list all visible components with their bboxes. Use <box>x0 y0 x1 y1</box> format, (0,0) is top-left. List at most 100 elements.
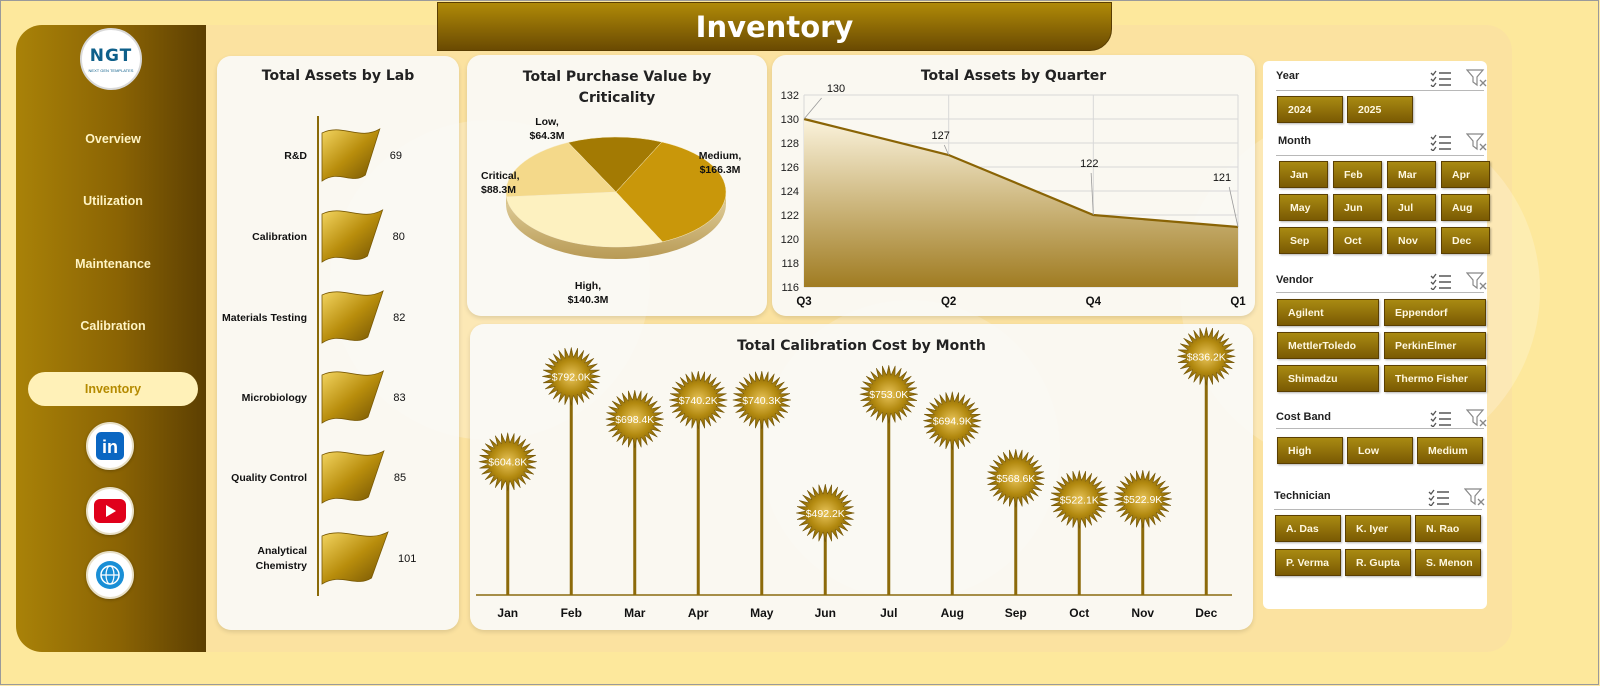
filter-option-vendor[interactable]: Thermo Fisher <box>1384 365 1486 392</box>
nav-overview[interactable]: Overview <box>28 122 198 156</box>
area-line <box>803 117 1239 229</box>
month-value-label: $740.3K <box>742 395 781 407</box>
nav-inventory[interactable]: Inventory <box>28 372 198 406</box>
filter-option-technician[interactable]: P. Verma <box>1275 549 1341 576</box>
data-label-leader <box>943 144 950 156</box>
pie-value-label: $88.3M <box>481 184 516 196</box>
youtube-button[interactable] <box>86 487 134 535</box>
filter-option-month[interactable]: Oct <box>1333 227 1382 254</box>
filter-option-vendor[interactable]: Eppendorf <box>1384 299 1486 326</box>
y-tick-label: 118 <box>781 258 799 270</box>
quarter-chart: 116 118 120 122 124 126 128 130 132 130 127 122 121 Q… <box>781 83 1247 308</box>
filter-option-month[interactable]: Aug <box>1441 194 1490 221</box>
filter-option-vendor[interactable]: Agilent <box>1277 299 1379 326</box>
pie-label: Medium, <box>699 150 742 162</box>
filter-option-month[interactable]: May <box>1279 194 1328 221</box>
filter-option-technician[interactable]: N. Rao <box>1415 515 1481 542</box>
y-tick-label: 130 <box>781 114 799 126</box>
multi-select-icon[interactable] <box>1430 409 1452 427</box>
month-tick-label: Jan <box>497 606 518 620</box>
lab-bar <box>321 290 384 344</box>
lab-value-label: 82 <box>393 312 405 324</box>
multi-select-icon[interactable] <box>1430 133 1452 151</box>
filter-label-year: Year <box>1276 70 1300 82</box>
month-tick-label: Feb <box>561 606 582 620</box>
multi-select-icon[interactable] <box>1428 488 1450 506</box>
y-tick-label: 128 <box>781 138 799 150</box>
filter-option-cost-band[interactable]: Low <box>1347 437 1413 464</box>
filter-divider <box>1276 428 1484 429</box>
lab-value-label: 101 <box>398 553 416 565</box>
nav-utilization[interactable]: Utilization <box>28 184 198 218</box>
multi-select-icon[interactable] <box>1430 69 1452 87</box>
nav-calibration[interactable]: Calibration <box>28 309 198 343</box>
filter-option-technician[interactable]: K. Iyer <box>1345 515 1411 542</box>
clear-filter-icon[interactable] <box>1466 409 1488 427</box>
quarter-chart-panel: Total Assets by Quarter 116 118 120 122 124 1… <box>772 55 1255 316</box>
nav-maintenance[interactable]: Maintenance <box>28 247 198 281</box>
filter-option-month[interactable]: Jun <box>1333 194 1382 221</box>
x-tick-label: Q2 <box>941 296 956 308</box>
month-tick-label: Apr <box>688 606 709 620</box>
filter-option-technician[interactable]: S. Menon <box>1415 549 1481 576</box>
data-label: 122 <box>1080 158 1098 170</box>
lab-chart-panel: Total Assets by Lab 69 R&D 80 Calibration 82… <box>217 56 459 630</box>
month-value-label: $522.1K <box>1060 494 1099 506</box>
pie-value-label: $64.3M <box>529 130 564 142</box>
filter-option-month[interactable]: Jul <box>1387 194 1436 221</box>
month-marker <box>605 390 664 449</box>
month-value-label: $753.0K <box>869 389 908 401</box>
filter-label-technician: Technician <box>1274 490 1331 502</box>
filter-option-month[interactable]: Mar <box>1387 161 1436 188</box>
month-value-label: $698.4K <box>615 414 654 426</box>
data-label-leader <box>803 97 822 120</box>
filter-option-vendor[interactable]: PerkinElmer <box>1384 332 1486 359</box>
y-tick-label: 122 <box>781 210 799 222</box>
pie-label: Low, <box>535 116 559 128</box>
month-marker <box>1113 469 1172 529</box>
filter-option-year[interactable]: 2025 <box>1347 96 1413 123</box>
filter-option-technician[interactable]: A. Das <box>1275 515 1341 542</box>
x-tick-label: Q4 <box>1086 296 1102 308</box>
filter-option-technician[interactable]: R. Gupta <box>1345 549 1411 576</box>
data-label: 121 <box>1213 172 1231 184</box>
clear-filter-icon[interactable] <box>1464 488 1486 506</box>
filter-option-month[interactable]: Dec <box>1441 227 1490 254</box>
filter-option-vendor[interactable]: Shimadzu <box>1277 365 1379 392</box>
area-fill <box>804 119 1238 287</box>
pie-slice <box>505 142 617 198</box>
website-button[interactable] <box>86 551 134 599</box>
filter-option-month[interactable]: Apr <box>1441 161 1490 188</box>
pie-value-label: $140.3M <box>568 294 609 306</box>
filter-divider <box>1276 292 1484 293</box>
month-value-label: $740.2K <box>679 395 718 407</box>
filter-option-cost-band[interactable]: Medium <box>1417 437 1483 464</box>
month-value-label: $836.2K <box>1187 351 1226 363</box>
lab-value-label: 83 <box>393 392 405 404</box>
lab-chart-title: Total Assets by Lab <box>261 68 415 84</box>
month-value-label: $604.8K <box>488 457 527 469</box>
nav-label: Inventory <box>84 382 142 396</box>
clear-filter-icon[interactable] <box>1466 69 1488 87</box>
clear-filter-icon[interactable] <box>1466 133 1488 151</box>
month-tick-label: May <box>750 606 774 620</box>
month-marker <box>923 391 982 450</box>
lab-bar <box>321 531 389 585</box>
ngt-logo: NGT NEXT GEN TEMPLATES <box>80 28 142 90</box>
filter-option-month[interactable]: Sep <box>1279 227 1328 254</box>
y-tick-label: 132 <box>781 90 799 102</box>
filter-option-vendor[interactable]: MettlerToledo <box>1277 332 1379 359</box>
data-label: 130 <box>827 83 845 95</box>
lab-value-label: 85 <box>394 472 406 484</box>
multi-select-icon[interactable] <box>1430 272 1452 290</box>
clear-filter-icon[interactable] <box>1466 272 1488 290</box>
filter-label-vendor: Vendor <box>1276 274 1314 286</box>
filter-option-month[interactable]: Nov <box>1387 227 1436 254</box>
filter-option-year[interactable]: 2024 <box>1277 96 1343 123</box>
filter-option-month[interactable]: Feb <box>1333 161 1382 188</box>
filter-divider <box>1276 90 1484 91</box>
filter-option-month[interactable]: Jan <box>1279 161 1328 188</box>
linkedin-button[interactable]: in <box>86 422 134 470</box>
filter-option-cost-band[interactable]: High <box>1277 437 1343 464</box>
quarter-chart-title: Total Assets by Quarter <box>920 68 1107 84</box>
